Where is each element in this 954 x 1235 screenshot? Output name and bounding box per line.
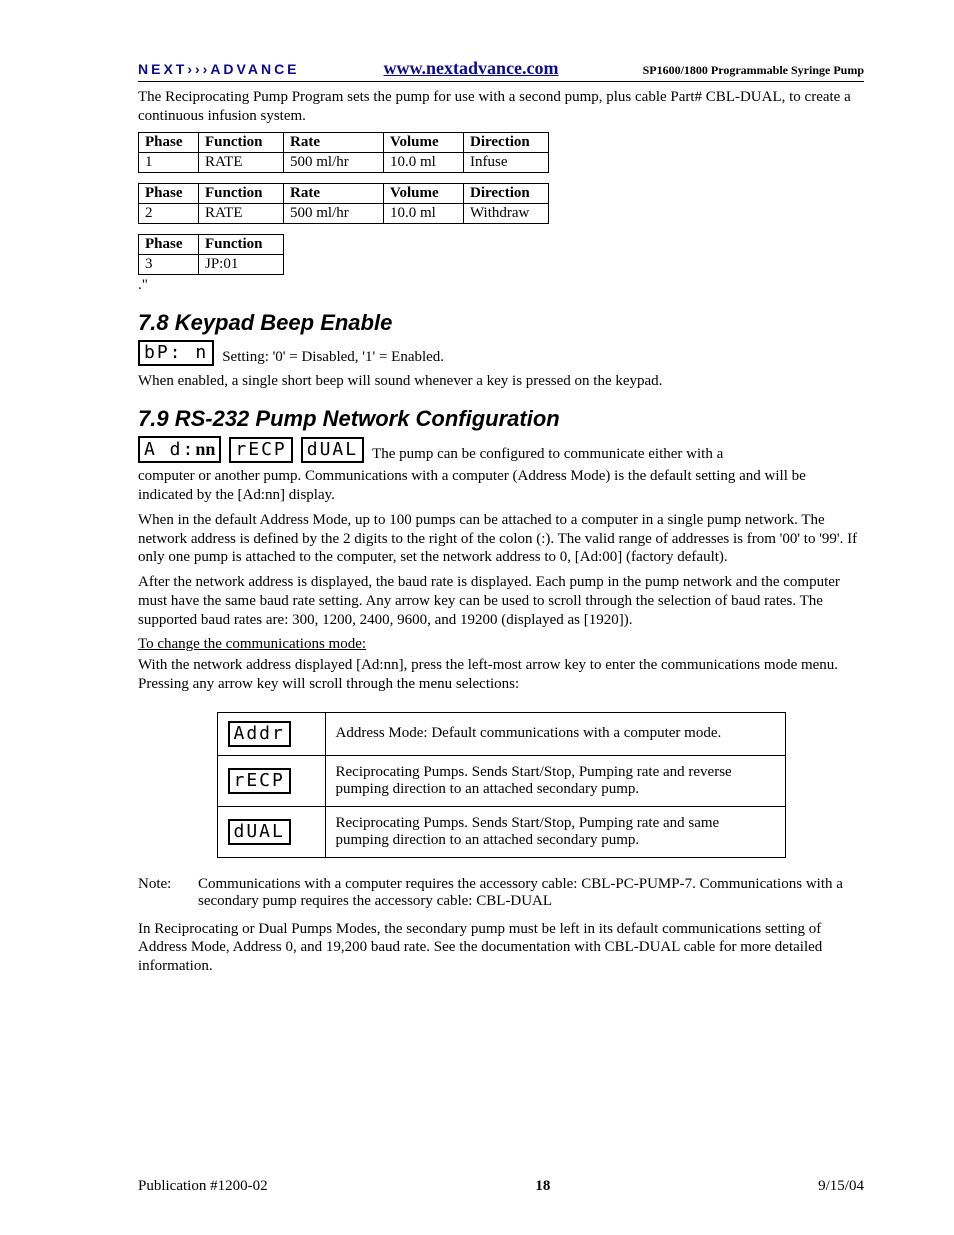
- footer-date: 9/15/04: [818, 1178, 864, 1195]
- cell-rate: 500 ml/hr: [284, 203, 384, 223]
- brand-logo: NEXT›››ADVANCE: [138, 61, 300, 77]
- section-7-9-para2: When in the default Address Mode, up to …: [138, 511, 864, 567]
- phase-table-1: Phase Function Rate Volume Direction 1 R…: [138, 132, 549, 173]
- product-name: SP1600/1800 Programmable Syringe Pump: [643, 63, 864, 78]
- cell-rate: 500 ml/hr: [284, 152, 384, 172]
- phase-table-3: Phase Function 3 JP:01: [138, 234, 284, 275]
- cell-phase: 1: [139, 152, 199, 172]
- th-direction: Direction: [464, 132, 549, 152]
- lcd-display-addr: Addr: [228, 721, 291, 747]
- intro-paragraph: The Reciprocating Pump Program sets the …: [138, 88, 864, 126]
- th-rate: Rate: [284, 132, 384, 152]
- website-link[interactable]: www.nextadvance.com: [384, 58, 559, 79]
- section-7-8-title: 7.8 Keypad Beep Enable: [138, 310, 864, 336]
- th-rate: Rate: [284, 183, 384, 203]
- note-text: Communications with a computer requires …: [198, 876, 864, 910]
- setting-text: Setting: '0' = Disabled, '1' = Enabled.: [222, 349, 444, 365]
- section-7-8-para: When enabled, a single short beep will s…: [138, 372, 864, 391]
- para1-rest: computer or another pump. Communications…: [138, 467, 864, 505]
- lcd-display-dual: dUAL: [228, 819, 291, 845]
- cell-function: JP:01: [199, 254, 284, 274]
- mode-desc: Reciprocating Pumps. Sends Start/Stop, P…: [325, 806, 785, 857]
- th-direction: Direction: [464, 183, 549, 203]
- lcd-display-recp: rECP: [228, 768, 291, 794]
- table-row: 2 RATE 500 ml/hr 10.0 ml Withdraw: [139, 203, 549, 223]
- th-function: Function: [199, 183, 284, 203]
- lcd-display-recp: rECP: [229, 437, 292, 463]
- th-phase: Phase: [139, 183, 199, 203]
- section-7-9-para5: In Reciprocating or Dual Pumps Modes, th…: [138, 920, 864, 976]
- th-phase: Phase: [139, 132, 199, 152]
- table-row: dUAL Reciprocating Pumps. Sends Start/St…: [217, 806, 785, 857]
- mode-table: Addr Address Mode: Default communication…: [217, 712, 786, 858]
- note-label: Note:: [138, 876, 198, 910]
- publication-number: Publication #1200-02: [138, 1178, 268, 1195]
- page-header: NEXT›››ADVANCE www.nextadvance.com SP160…: [138, 58, 864, 82]
- table-row: 1 RATE 500 ml/hr 10.0 ml Infuse: [139, 152, 549, 172]
- table-row: rECP Reciprocating Pumps. Sends Start/St…: [217, 755, 785, 806]
- lcd-display-ad: A d:nn: [138, 436, 221, 463]
- cell-volume: 10.0 ml: [384, 203, 464, 223]
- th-phase: Phase: [139, 234, 199, 254]
- trailing-quote: .": [138, 277, 864, 294]
- table-row: 3 JP:01: [139, 254, 284, 274]
- section-7-9-para3: After the network address is displayed, …: [138, 573, 864, 629]
- th-function: Function: [199, 234, 284, 254]
- note-block: Note: Communications with a computer req…: [138, 876, 864, 910]
- cell-function: RATE: [199, 152, 284, 172]
- cell-volume: 10.0 ml: [384, 152, 464, 172]
- lcd-display-bp: bP: n: [138, 340, 214, 366]
- mode-desc: Address Mode: Default communications wit…: [325, 712, 785, 755]
- mode-desc: Reciprocating Pumps. Sends Start/Stop, P…: [325, 755, 785, 806]
- para1-inline: The pump can be configured to communicat…: [372, 446, 723, 462]
- cell-phase: 3: [139, 254, 199, 274]
- phase-table-2: Phase Function Rate Volume Direction 2 R…: [138, 183, 549, 224]
- cell-direction: Infuse: [464, 152, 549, 172]
- th-function: Function: [199, 132, 284, 152]
- th-volume: Volume: [384, 132, 464, 152]
- lcd-display-dual: dUAL: [301, 437, 364, 463]
- cell-phase: 2: [139, 203, 199, 223]
- table-row: Addr Address Mode: Default communication…: [217, 712, 785, 755]
- cell-direction: Withdraw: [464, 203, 549, 223]
- page-footer: Publication #1200-02 18 9/15/04: [138, 1178, 864, 1195]
- section-7-9-para4: With the network address displayed [Ad:n…: [138, 656, 864, 694]
- cell-function: RATE: [199, 203, 284, 223]
- section-7-9-title: 7.9 RS-232 Pump Network Configuration: [138, 406, 864, 432]
- page-number: 18: [535, 1178, 550, 1195]
- th-volume: Volume: [384, 183, 464, 203]
- change-mode-heading: To change the communications mode:: [138, 635, 864, 654]
